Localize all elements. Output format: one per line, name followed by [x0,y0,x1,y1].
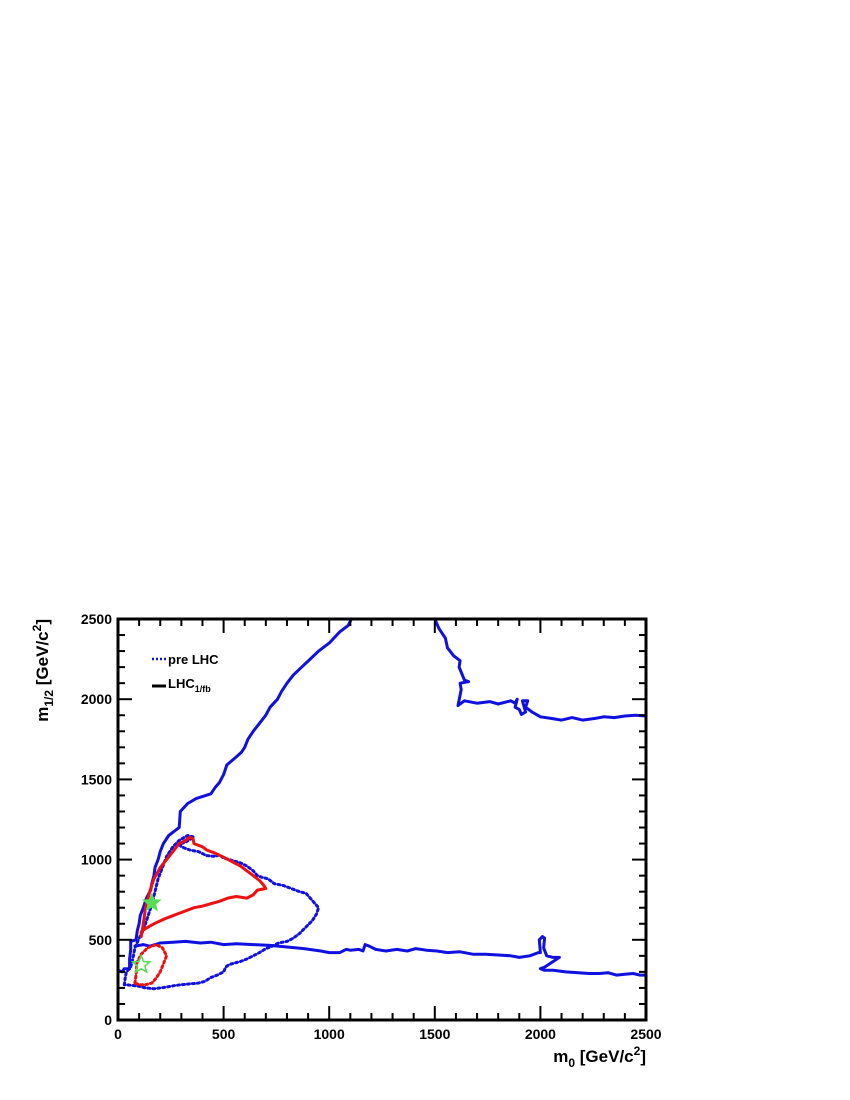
contour-solid-4 [139,835,268,939]
plot-frame [116,617,648,1022]
contour-solid-1 [433,617,648,722]
x-tick-label: 1500 [419,1026,450,1042]
legend-label-lhc-main: LHC [168,676,195,691]
legend-label-lhc: LHC1/fb [168,676,211,694]
y-axis-title-sub: 1/2 [42,690,56,707]
y-tick-label: 0 [104,1012,112,1028]
legend: pre LHC LHC1/fb [152,652,219,694]
x-axis-title-sub: 0 [568,1056,575,1070]
marker-layer [130,892,162,974]
x-axis-title-main: m [553,1047,568,1066]
contour-solid-0 [116,617,353,974]
y-axis-title-main: m [33,707,52,722]
x-tick-label: 500 [212,1026,236,1042]
y-tick-label: 2500 [81,611,112,627]
x-tick-label: 2000 [525,1026,556,1042]
x-axis-title-sup: 2 [634,1044,641,1058]
x-axis-title: m0 [GeV/c2] [553,1044,646,1070]
y-axis-title-sup: 2 [30,624,44,631]
y-axis-title: m1/2 [GeV/c2] [30,619,56,722]
x-tick-label: 2500 [630,1026,661,1042]
legend-label-lhc-sub: 1/fb [195,684,212,694]
x-tick-label: 0 [114,1026,122,1042]
hollow-star-marker-icon [130,953,152,974]
y-tick-label: 1500 [81,771,112,787]
x-axis-title-close: ] [640,1047,646,1066]
series-layer [116,617,648,991]
tick-layer: 0 500 1000 1500 2000 2500 0 500 1000 1500 2000 2500 [81,611,662,1042]
x-axis-title-unit: [GeV/c [575,1047,634,1066]
y-tick-label: 2000 [81,691,112,707]
y-axis-title-close: ] [33,619,52,625]
filled-star-marker-icon [141,892,162,912]
legend-label-pre-lhc: pre LHC [168,652,219,667]
y-tick-label: 500 [89,932,113,948]
contour-dotted-5 [133,943,169,987]
contour-solid-2 [133,935,648,977]
y-tick-label: 1000 [81,852,112,868]
y-axis-title-unit: [GeV/c [33,631,52,690]
contour-dotted-3 [122,834,321,991]
x-tick-label: 1000 [314,1026,345,1042]
legend-label-pre-lhc-main: pre LHC [168,652,219,667]
